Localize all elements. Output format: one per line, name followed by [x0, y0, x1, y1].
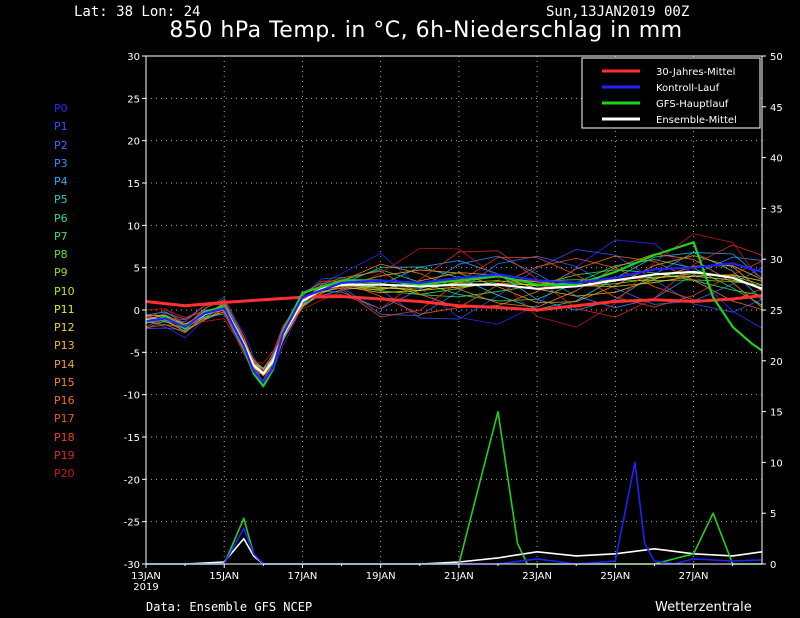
- series-line: [145, 294, 763, 312]
- y-left-tick-label: 20: [127, 137, 140, 148]
- member-label: P17: [54, 412, 75, 426]
- x-tick-label: 19JAN: [366, 571, 396, 582]
- member-label: P19: [54, 448, 75, 462]
- y-left-tick-label: 25: [127, 94, 140, 105]
- member-label: P16: [54, 394, 75, 407]
- member-label: P2: [54, 138, 68, 152]
- member-label: P8: [54, 248, 68, 261]
- member-label: P13: [54, 339, 75, 353]
- ensemble-member-legend: P0 P1 P2 P3 P4 P5 P6 P7 P8 P9 P10 P11 P12 P13 P14 P15 P1…: [54, 100, 75, 483]
- y-right-tick-label: 15: [770, 408, 783, 419]
- member-label: P3: [54, 156, 68, 170]
- ensemble-member-lines: [145, 233, 763, 383]
- series-line: [146, 461, 763, 565]
- x-tick-label: 15JAN: [209, 571, 239, 582]
- y-left-tick-label: 15: [127, 179, 140, 190]
- y-left-tick-label: -5: [130, 348, 140, 359]
- member-label: P5: [54, 193, 68, 207]
- y-right-tick-label: 10: [770, 458, 783, 469]
- member-temperature-line: [145, 239, 763, 375]
- plot-frame: [145, 55, 763, 565]
- chart-axes: -30 -25 -20 -15 -10 -5 0 5 10 15 20 25 30 0 5 10 15 20 25 3…: [124, 52, 783, 593]
- member-label: P20: [54, 467, 75, 480]
- member-temperature-line: [145, 252, 763, 369]
- y-left-tick-label: 5: [134, 264, 140, 275]
- member-label: P0: [54, 102, 68, 115]
- y-right-tick-label: 30: [770, 255, 783, 266]
- chart-grid: [146, 56, 762, 564]
- member-label: P10: [54, 284, 75, 298]
- y-left-tick-label: -10: [124, 391, 140, 402]
- y-right-tick-label: 45: [770, 103, 783, 114]
- member-label: P18: [54, 430, 75, 444]
- y-left-tick-label: -25: [124, 518, 140, 529]
- member-label: P11: [54, 302, 75, 316]
- member-label: P6: [54, 211, 68, 225]
- member-label: P14: [54, 357, 75, 371]
- member-temperature-line: [145, 244, 763, 373]
- chart-legend: 30-Jahres-Mittel Kontroll-Lauf GFS-Hauptla…: [581, 57, 761, 129]
- location-coordinates: Lat: 38 Lon: 24: [74, 4, 201, 20]
- y-right-tick-label: 25: [770, 306, 783, 317]
- run-date: Sun,13JAN2019 00Z: [546, 4, 690, 20]
- member-label: P1: [54, 120, 68, 134]
- x-tick-label: 17JAN: [288, 571, 318, 582]
- x-tick-label: 21JAN: [444, 571, 474, 582]
- y-left-tick-label: 10: [127, 221, 140, 232]
- member-temperature-line: [145, 272, 763, 375]
- y-right-tick-label: 20: [770, 357, 783, 368]
- legend-label: 30-Jahres-Mittel: [656, 67, 735, 78]
- member-label: P4: [54, 175, 68, 188]
- highlighted-series-lines: [145, 241, 763, 565]
- data-source: Data: Ensemble GFS NCEP: [146, 600, 313, 614]
- brand-label: Wetterzentrale: [655, 600, 752, 615]
- member-label: P7: [54, 229, 68, 243]
- x-tick-label: 13JAN: [131, 571, 161, 582]
- series-line: [145, 262, 763, 384]
- member-temperature-line: [145, 233, 763, 364]
- member-temperature-line: [145, 253, 763, 371]
- y-right-tick-label: 50: [770, 52, 783, 63]
- member-label: P15: [54, 375, 75, 389]
- y-right-tick-label: 35: [770, 204, 783, 215]
- member-label: P9: [54, 266, 68, 280]
- x-tick-label: 25JAN: [600, 571, 630, 582]
- x-tick-label: 23JAN: [522, 571, 552, 582]
- y-right-tick-label: 40: [770, 154, 783, 165]
- member-label: P12: [54, 321, 75, 334]
- y-left-tick-label: -15: [124, 433, 140, 444]
- y-right-tick-label: 0: [770, 560, 776, 571]
- member-temperature-line: [145, 249, 763, 383]
- x-year-label: 2019: [133, 582, 158, 593]
- y-left-tick-label: -20: [124, 475, 140, 486]
- legend-label: Kontroll-Lauf: [656, 83, 720, 94]
- chart-title: 850 hPa Temp. in °C, 6h-Niederschlag in …: [169, 18, 683, 43]
- x-tick-label: 27JAN: [679, 571, 709, 582]
- legend-label: GFS-Hauptlauf: [656, 99, 729, 110]
- y-left-tick-label: -30: [124, 560, 140, 571]
- series-line: [146, 410, 762, 565]
- y-left-tick-label: 0: [134, 306, 140, 317]
- y-left-tick-label: 30: [127, 52, 140, 63]
- member-temperature-line: [145, 252, 763, 369]
- y-right-tick-label: 5: [770, 509, 776, 520]
- legend-label: Ensemble-Mittel: [656, 115, 737, 126]
